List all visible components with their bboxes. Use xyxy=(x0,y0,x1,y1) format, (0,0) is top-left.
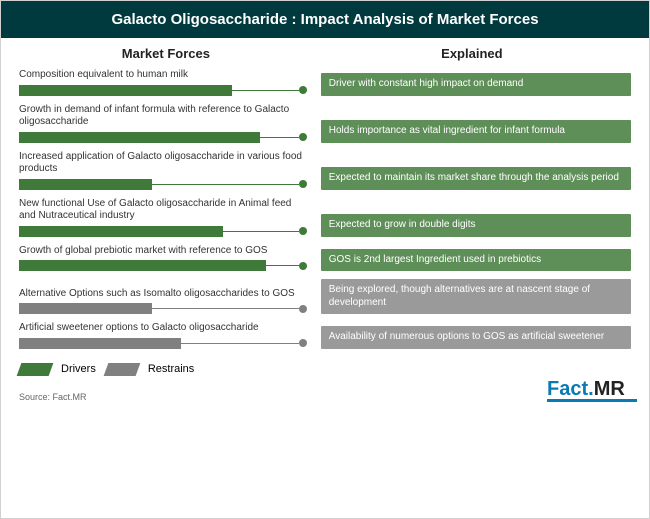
impact-bar xyxy=(19,338,181,349)
explain-box: Driver with constant high impact on dema… xyxy=(321,73,631,96)
connector-line xyxy=(152,308,298,309)
legend: Drivers Restrains xyxy=(1,351,649,378)
impact-bar xyxy=(19,303,152,314)
impact-bar xyxy=(19,179,152,190)
chart-row: Composition equivalent to human milk Driv… xyxy=(19,63,631,98)
force-label: Artificial sweetener options to Galacto … xyxy=(19,322,303,335)
connector-line xyxy=(152,184,298,185)
footer: Source: Fact.MR Fact.MR xyxy=(1,378,649,408)
explain-box: Expected to grow in double digits xyxy=(321,214,631,237)
legend-label-drivers: Drivers xyxy=(61,363,96,375)
explain-box: Being explored, though alternatives are … xyxy=(321,279,631,314)
explain-box: Availability of numerous options to GOS … xyxy=(321,326,631,349)
impact-bar xyxy=(19,226,223,237)
chart-row: Artificial sweetener options to Galacto … xyxy=(19,316,631,351)
force-label: New functional Use of Galacto oligosacch… xyxy=(19,198,303,223)
explain-box: Holds importance as vital ingredient for… xyxy=(321,120,631,143)
explain-box: Expected to maintain its market share th… xyxy=(321,167,631,190)
chart-row: New functional Use of Galacto oligosacch… xyxy=(19,192,631,239)
col-header-right: Explained xyxy=(313,46,631,61)
legend-swatch-drivers xyxy=(17,363,54,376)
impact-bar xyxy=(19,132,260,143)
chart-title: Galacto Oligosaccharide : Impact Analysi… xyxy=(1,1,649,38)
force-label: Composition equivalent to human milk xyxy=(19,69,303,82)
force-label: Growth of global prebiotic market with r… xyxy=(19,245,303,258)
force-label: Alternative Options such as Isomalto oli… xyxy=(19,288,303,301)
force-label: Increased application of Galacto oligosa… xyxy=(19,151,303,176)
connector-line xyxy=(260,137,299,138)
col-header-left: Market Forces xyxy=(19,46,313,61)
connector-line xyxy=(266,265,299,266)
column-headers: Market Forces Explained xyxy=(1,38,649,63)
legend-label-restrains: Restrains xyxy=(148,363,194,375)
connector-line xyxy=(181,343,299,344)
connector-dot-icon xyxy=(299,133,307,141)
impact-bar xyxy=(19,85,232,96)
rows-container: Composition equivalent to human milk Driv… xyxy=(1,63,649,351)
connector-dot-icon xyxy=(299,180,307,188)
logo-mr: MR xyxy=(594,378,625,400)
chart-row: Growth in demand of infant formula with … xyxy=(19,98,631,145)
logo-fact: Fact. xyxy=(547,378,594,400)
chart-row: Increased application of Galacto oligosa… xyxy=(19,145,631,192)
connector-dot-icon xyxy=(299,86,307,94)
force-label: Growth in demand of infant formula with … xyxy=(19,104,303,129)
chart-row: Growth of global prebiotic market with r… xyxy=(19,239,631,274)
logo: Fact.MR xyxy=(547,378,637,402)
explain-box: GOS is 2nd largest Ingredient used in pr… xyxy=(321,249,631,272)
connector-dot-icon xyxy=(299,227,307,235)
connector-dot-icon xyxy=(299,339,307,347)
connector-dot-icon xyxy=(299,305,307,313)
legend-swatch-restrains xyxy=(103,363,140,376)
connector-line xyxy=(232,90,299,91)
source-text: Source: Fact.MR xyxy=(19,392,87,402)
chart-row: Alternative Options such as Isomalto oli… xyxy=(19,273,631,316)
impact-bar xyxy=(19,260,266,271)
connector-dot-icon xyxy=(299,262,307,270)
connector-line xyxy=(223,231,298,232)
